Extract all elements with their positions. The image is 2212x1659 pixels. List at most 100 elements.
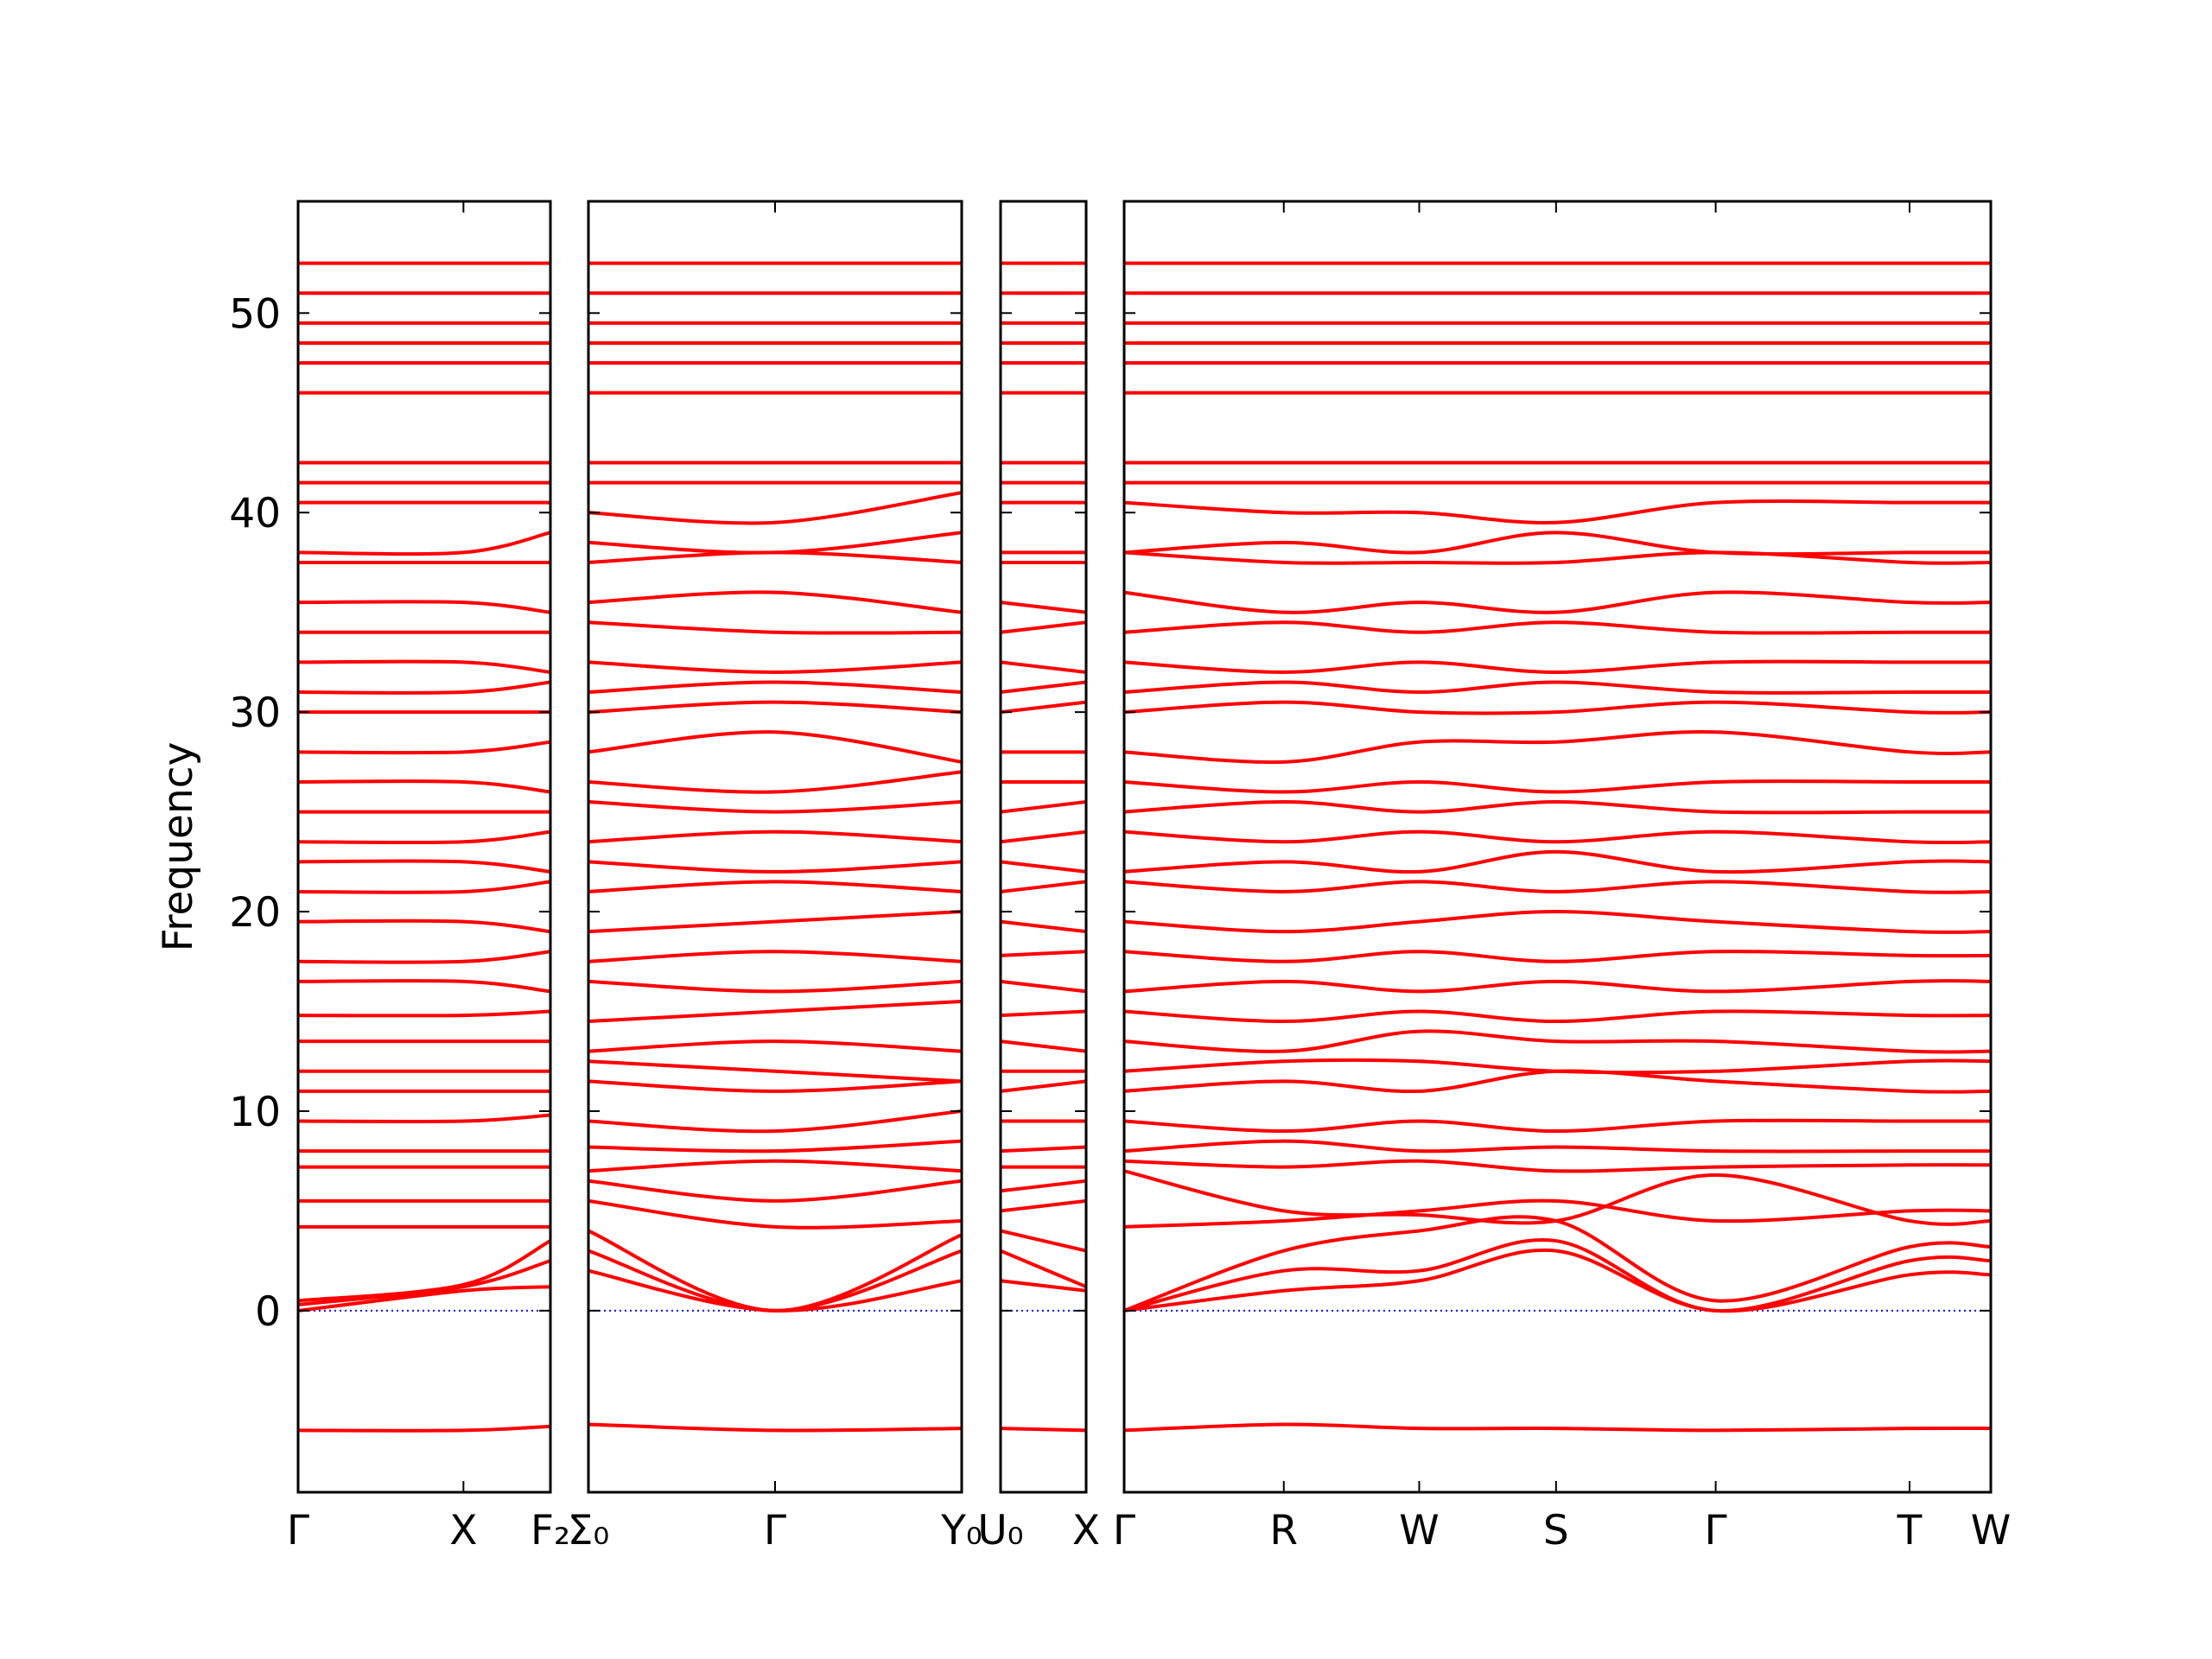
band-line	[1124, 1159, 1991, 1173]
band-line	[1124, 779, 1991, 794]
band-line	[1001, 1145, 1086, 1154]
band-line	[298, 531, 550, 556]
band-line	[1124, 1422, 1991, 1433]
band-line	[1124, 1215, 1991, 1313]
band-line	[1001, 1009, 1086, 1018]
band-line	[1124, 1248, 1991, 1313]
band-line	[588, 590, 962, 614]
band-line	[588, 620, 962, 635]
band-line	[1124, 1009, 1991, 1024]
band-line	[1124, 550, 1991, 565]
band-line	[1001, 800, 1086, 814]
y-tick-label: 50	[229, 290, 281, 338]
x-tick-label: W	[1971, 1507, 2011, 1554]
x-tick-label: Γ	[1113, 1507, 1135, 1554]
x-tick-label: X	[1072, 1507, 1100, 1554]
band-line	[588, 979, 962, 994]
axes-frame	[999, 200, 1088, 1494]
x-tick-label: Σ₀	[568, 1507, 610, 1554]
y-tick-label: 20	[229, 889, 281, 937]
axes-frame	[296, 200, 552, 1494]
band-line	[588, 700, 962, 715]
band-line	[588, 950, 962, 963]
band-line	[588, 910, 962, 934]
y-tick-label: 10	[229, 1089, 281, 1136]
x-tick-label: U₀	[977, 1507, 1023, 1554]
band-line	[1124, 1238, 1991, 1313]
x-tick-label: X	[449, 1507, 477, 1554]
band-line	[1124, 979, 1991, 994]
band-line	[298, 1113, 550, 1124]
band-line	[298, 880, 550, 894]
band-line	[1124, 700, 1991, 715]
band-line	[588, 770, 962, 794]
band-line	[1124, 1069, 1991, 1094]
band-line	[298, 680, 550, 695]
band-line	[1124, 800, 1991, 815]
band-line	[588, 730, 962, 764]
band-line	[298, 859, 550, 874]
band-line	[298, 659, 550, 674]
band-line	[1001, 1198, 1086, 1213]
band-line	[588, 491, 962, 525]
band-line	[298, 918, 550, 934]
band-line	[1124, 849, 1991, 874]
band-line	[588, 860, 962, 874]
band-line	[1001, 1179, 1086, 1193]
band-line	[1001, 979, 1086, 994]
band-line	[298, 1009, 550, 1018]
band-line	[588, 999, 962, 1024]
band-line	[1124, 659, 1991, 674]
band-line	[1124, 830, 1991, 845]
x-tick-label: Y₀	[940, 1507, 982, 1554]
x-tick-label: Γ	[1705, 1507, 1727, 1554]
band-line	[298, 1285, 550, 1313]
band-line	[1124, 1169, 1991, 1226]
band-line	[1124, 730, 1991, 765]
x-tick-label: T	[1897, 1507, 1923, 1554]
band-line	[1124, 950, 1991, 963]
band-line	[588, 1139, 962, 1154]
band-line	[1001, 1427, 1086, 1433]
band-line	[1124, 680, 1991, 695]
band-line	[1124, 590, 1991, 614]
band-line	[1124, 1139, 1991, 1154]
band-line	[1001, 680, 1086, 695]
band-line	[588, 1079, 962, 1093]
axes-frame	[1122, 200, 1993, 1494]
band-line	[588, 1179, 962, 1203]
band-line	[588, 1109, 962, 1134]
band-line	[1001, 601, 1086, 614]
band-line	[588, 660, 962, 674]
band-line	[588, 1059, 962, 1084]
band-line	[588, 531, 962, 555]
band-line	[588, 1198, 962, 1230]
band-line	[298, 1239, 550, 1303]
band-line	[1001, 1229, 1086, 1253]
band-line	[588, 1268, 962, 1313]
band-line	[298, 740, 550, 755]
y-tick-label: 0	[255, 1288, 281, 1336]
x-tick-label: Γ	[287, 1507, 309, 1554]
x-tick-label: S	[1543, 1507, 1569, 1554]
band-line	[588, 1039, 962, 1053]
band-line	[588, 800, 962, 814]
band-line	[1124, 910, 1991, 934]
band-line	[1001, 830, 1086, 844]
band-line	[588, 830, 962, 844]
band-line	[1001, 860, 1086, 874]
x-tick-label: F₂	[531, 1507, 570, 1554]
y-tick-label: 30	[229, 690, 281, 737]
band-line	[1001, 1039, 1086, 1053]
band-line	[588, 1229, 962, 1313]
band-line	[1001, 700, 1086, 715]
axes-frame	[587, 200, 963, 1494]
band-line	[1001, 950, 1086, 957]
x-tick-label: W	[1399, 1507, 1439, 1554]
band-line	[1001, 919, 1086, 934]
band-line	[1001, 880, 1086, 893]
band-line	[1124, 1029, 1991, 1054]
band-line	[298, 1424, 550, 1433]
